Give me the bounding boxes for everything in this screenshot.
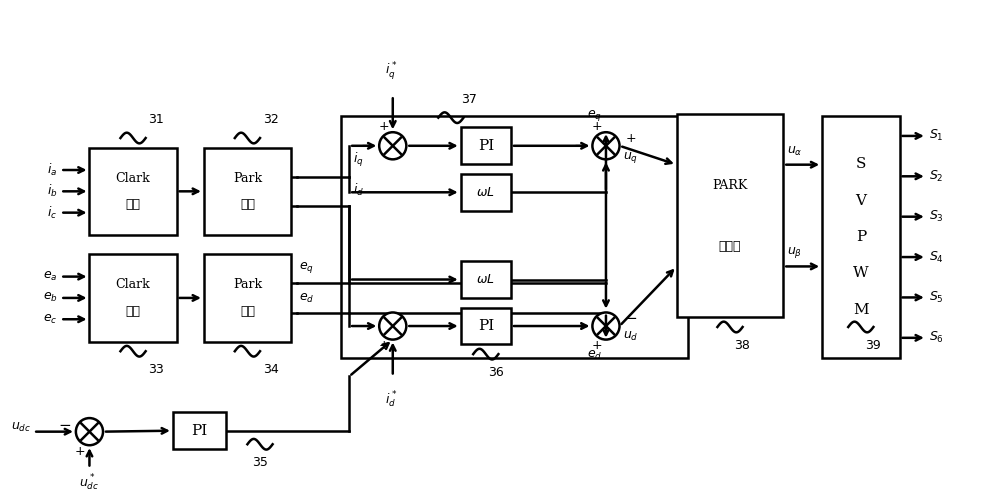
Text: $e_q$: $e_q$ <box>587 108 602 123</box>
Circle shape <box>379 312 406 340</box>
Text: $i_b$: $i_b$ <box>47 184 57 199</box>
Text: Park: Park <box>233 278 262 291</box>
Circle shape <box>379 132 406 159</box>
Text: 33: 33 <box>149 363 164 376</box>
FancyBboxPatch shape <box>204 254 291 342</box>
FancyBboxPatch shape <box>461 174 511 211</box>
Text: $S_3$: $S_3$ <box>929 209 943 224</box>
Text: $u^*_{dc}$: $u^*_{dc}$ <box>79 472 100 493</box>
Text: $\omega L$: $\omega L$ <box>476 273 495 286</box>
Text: $i_d$: $i_d$ <box>353 183 364 198</box>
Text: 38: 38 <box>734 339 750 352</box>
Text: 变换: 变换 <box>126 305 141 317</box>
Text: M: M <box>853 303 869 316</box>
Text: $S_4$: $S_4$ <box>929 249 944 264</box>
Text: $u_{dc}$: $u_{dc}$ <box>11 421 31 434</box>
Text: 反变换: 反变换 <box>719 240 741 252</box>
FancyBboxPatch shape <box>89 254 177 342</box>
Text: $\omega L$: $\omega L$ <box>476 186 495 199</box>
Text: P: P <box>856 230 866 244</box>
FancyBboxPatch shape <box>822 116 900 358</box>
Circle shape <box>592 312 620 340</box>
FancyBboxPatch shape <box>461 127 511 164</box>
FancyBboxPatch shape <box>461 261 511 298</box>
Text: −: − <box>58 418 71 434</box>
Text: PI: PI <box>478 139 494 153</box>
FancyBboxPatch shape <box>204 148 291 235</box>
Text: $S_6$: $S_6$ <box>929 330 944 345</box>
Text: +: + <box>625 132 636 145</box>
Text: $u_\beta$: $u_\beta$ <box>787 245 802 259</box>
Text: 37: 37 <box>461 93 476 106</box>
Text: Clark: Clark <box>116 172 150 185</box>
Text: 变换: 变换 <box>240 198 255 211</box>
Text: −: − <box>574 138 587 153</box>
Circle shape <box>592 132 620 159</box>
Text: W: W <box>853 266 869 280</box>
Text: $i_a$: $i_a$ <box>47 162 57 178</box>
Text: +: + <box>378 339 389 352</box>
Text: 36: 36 <box>488 366 503 379</box>
Text: $i_d^*$: $i_d^*$ <box>385 390 397 410</box>
Text: 39: 39 <box>865 339 880 352</box>
FancyBboxPatch shape <box>461 308 511 344</box>
Text: $e_q$: $e_q$ <box>299 260 314 275</box>
FancyBboxPatch shape <box>89 148 177 235</box>
Text: $S_1$: $S_1$ <box>929 128 943 143</box>
Text: $S_2$: $S_2$ <box>929 169 943 184</box>
Text: S: S <box>856 157 866 171</box>
Text: $i_q$: $i_q$ <box>353 151 364 169</box>
Text: $i_c$: $i_c$ <box>47 204 57 221</box>
Text: 35: 35 <box>252 456 268 469</box>
Text: +: + <box>378 120 389 133</box>
FancyBboxPatch shape <box>173 412 226 449</box>
Text: $e_d$: $e_d$ <box>299 292 314 305</box>
Text: +: + <box>591 339 602 352</box>
Text: +: + <box>576 319 587 332</box>
Text: $S_5$: $S_5$ <box>929 290 943 305</box>
Text: $e_a$: $e_a$ <box>43 270 57 283</box>
Text: Clark: Clark <box>116 278 150 291</box>
Text: 变换: 变换 <box>240 305 255 317</box>
Text: −: − <box>624 311 637 326</box>
Text: −: − <box>361 138 373 153</box>
Text: 32: 32 <box>263 114 279 126</box>
Text: PI: PI <box>191 424 208 437</box>
Text: Park: Park <box>233 172 262 185</box>
Text: $u_q$: $u_q$ <box>623 150 639 165</box>
Text: −: − <box>361 318 373 333</box>
Text: $e_b$: $e_b$ <box>43 291 57 305</box>
Text: PI: PI <box>478 319 494 333</box>
Text: +: + <box>591 120 602 133</box>
Text: $u_d$: $u_d$ <box>623 330 639 343</box>
Text: +: + <box>75 444 86 457</box>
Text: 变换: 变换 <box>126 198 141 211</box>
Circle shape <box>76 418 103 445</box>
Text: $u_\alpha$: $u_\alpha$ <box>787 145 803 158</box>
Text: $e_c$: $e_c$ <box>43 312 57 326</box>
Text: 31: 31 <box>149 114 164 126</box>
Text: $i_q^*$: $i_q^*$ <box>385 60 397 82</box>
Text: V: V <box>855 193 866 207</box>
Text: 34: 34 <box>263 363 279 376</box>
Text: $e_d$: $e_d$ <box>587 349 602 363</box>
Text: PARK: PARK <box>712 179 748 191</box>
FancyBboxPatch shape <box>677 114 783 317</box>
